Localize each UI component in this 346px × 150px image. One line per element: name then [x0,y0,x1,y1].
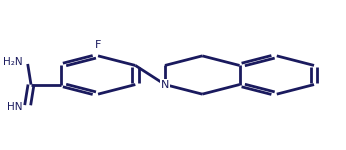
Text: H₂N: H₂N [3,57,23,68]
Text: F: F [95,40,101,50]
Text: HN: HN [7,102,23,112]
Text: N: N [161,80,169,90]
